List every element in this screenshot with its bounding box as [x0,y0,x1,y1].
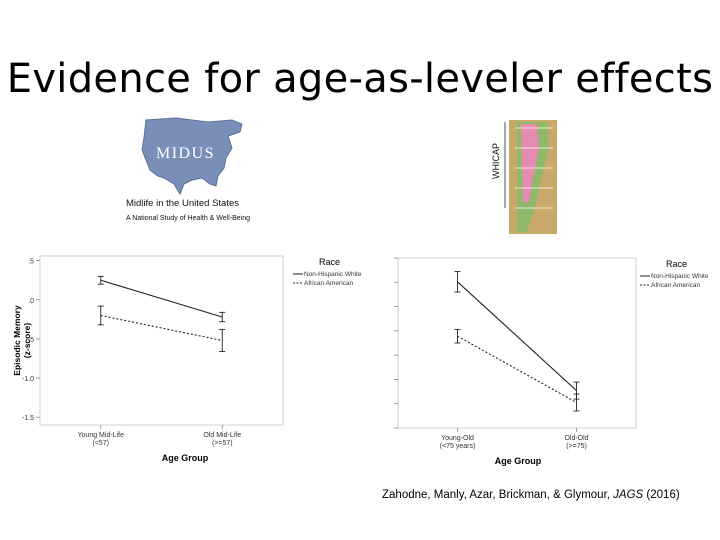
whicap-logo: WHICAP [487,118,559,236]
midus-logo: MIDUS Midlife in the United States A Nat… [124,114,264,228]
series-line-african-american [100,314,223,342]
y-tick-label: .5 [28,259,34,266]
us-map-shape [141,117,243,196]
us-map-icon: MIDUS Midlife in the United States A Nat… [126,117,250,222]
slide-title: Evidence for age-as-leveler effects [6,56,714,102]
legend-title: Race [319,257,340,267]
plot-frame [39,255,284,426]
y-tick-label: -1.5 [22,415,34,422]
citation-year: (2016) [646,489,680,501]
chart-whicap-svg: Young-Old(<75 years) Old-Old(>=75) Age Gro… [394,257,709,466]
x-tick-label: Young Mid-Life [78,432,125,439]
x-tick-label: Old-Old [564,435,588,442]
series-line-non-hispanic-white [457,281,577,392]
midus-wordmark: MIDUS [156,145,215,162]
chart-midus: .5 .0 -.5 -1.0 -1.5 Episodic Memory (z-score) Y… [8,250,368,470]
midus-tagline-1: Midlife in the United States [126,198,239,209]
y-axis-label: Episodic Memory [12,305,22,376]
legend-label: African American [651,282,701,289]
x-tick-label: (<57) [92,440,109,447]
legend-title: Race [666,259,687,269]
manhattan-map-icon [504,120,557,234]
whicap-label: WHICAP [491,143,501,179]
legend-label: Non-Hispanic White [651,273,709,280]
x-axis-label: Age Group [162,453,209,463]
midus-tagline-2: A National Study of Health & Well-Being [126,215,250,222]
series-line-african-american [457,335,577,403]
plot-frame [397,257,637,429]
x-tick-label: Old Mid-Life [203,432,241,439]
citation-authors: Zahodne, Manly, Azar, Brickman, & Glymou… [382,489,610,501]
y-tick-label: -1.0 [22,376,34,383]
x-tick-label: (>=75) [566,443,587,450]
y-tick-label: -.5 [26,337,34,344]
x-axis-label: Age Group [495,456,542,466]
citation: Zahodne, Manly, Azar, Brickman, & Glymou… [382,489,680,501]
legend-label: Non-Hispanic White [304,271,362,278]
legend-label: African American [304,280,354,287]
y-tick-label: .0 [28,298,34,305]
x-tick-label: (<75 years) [440,443,476,450]
y-axis-label-unit: (z-score) [22,323,32,359]
chart-whicap: Young-Old (<75 years) Old-Old (>=75) Age Gro… [372,250,720,475]
citation-journal: JAGS [613,489,644,501]
x-tick-label: Young-Old [441,435,474,442]
x-tick-label: (>=57) [212,440,233,447]
series-line-non-hispanic-white [100,279,223,318]
chart-midus-svg: .5 .0 -.5 -1.0 -1.5 Episodic Memory (z-score) Y… [12,255,362,463]
